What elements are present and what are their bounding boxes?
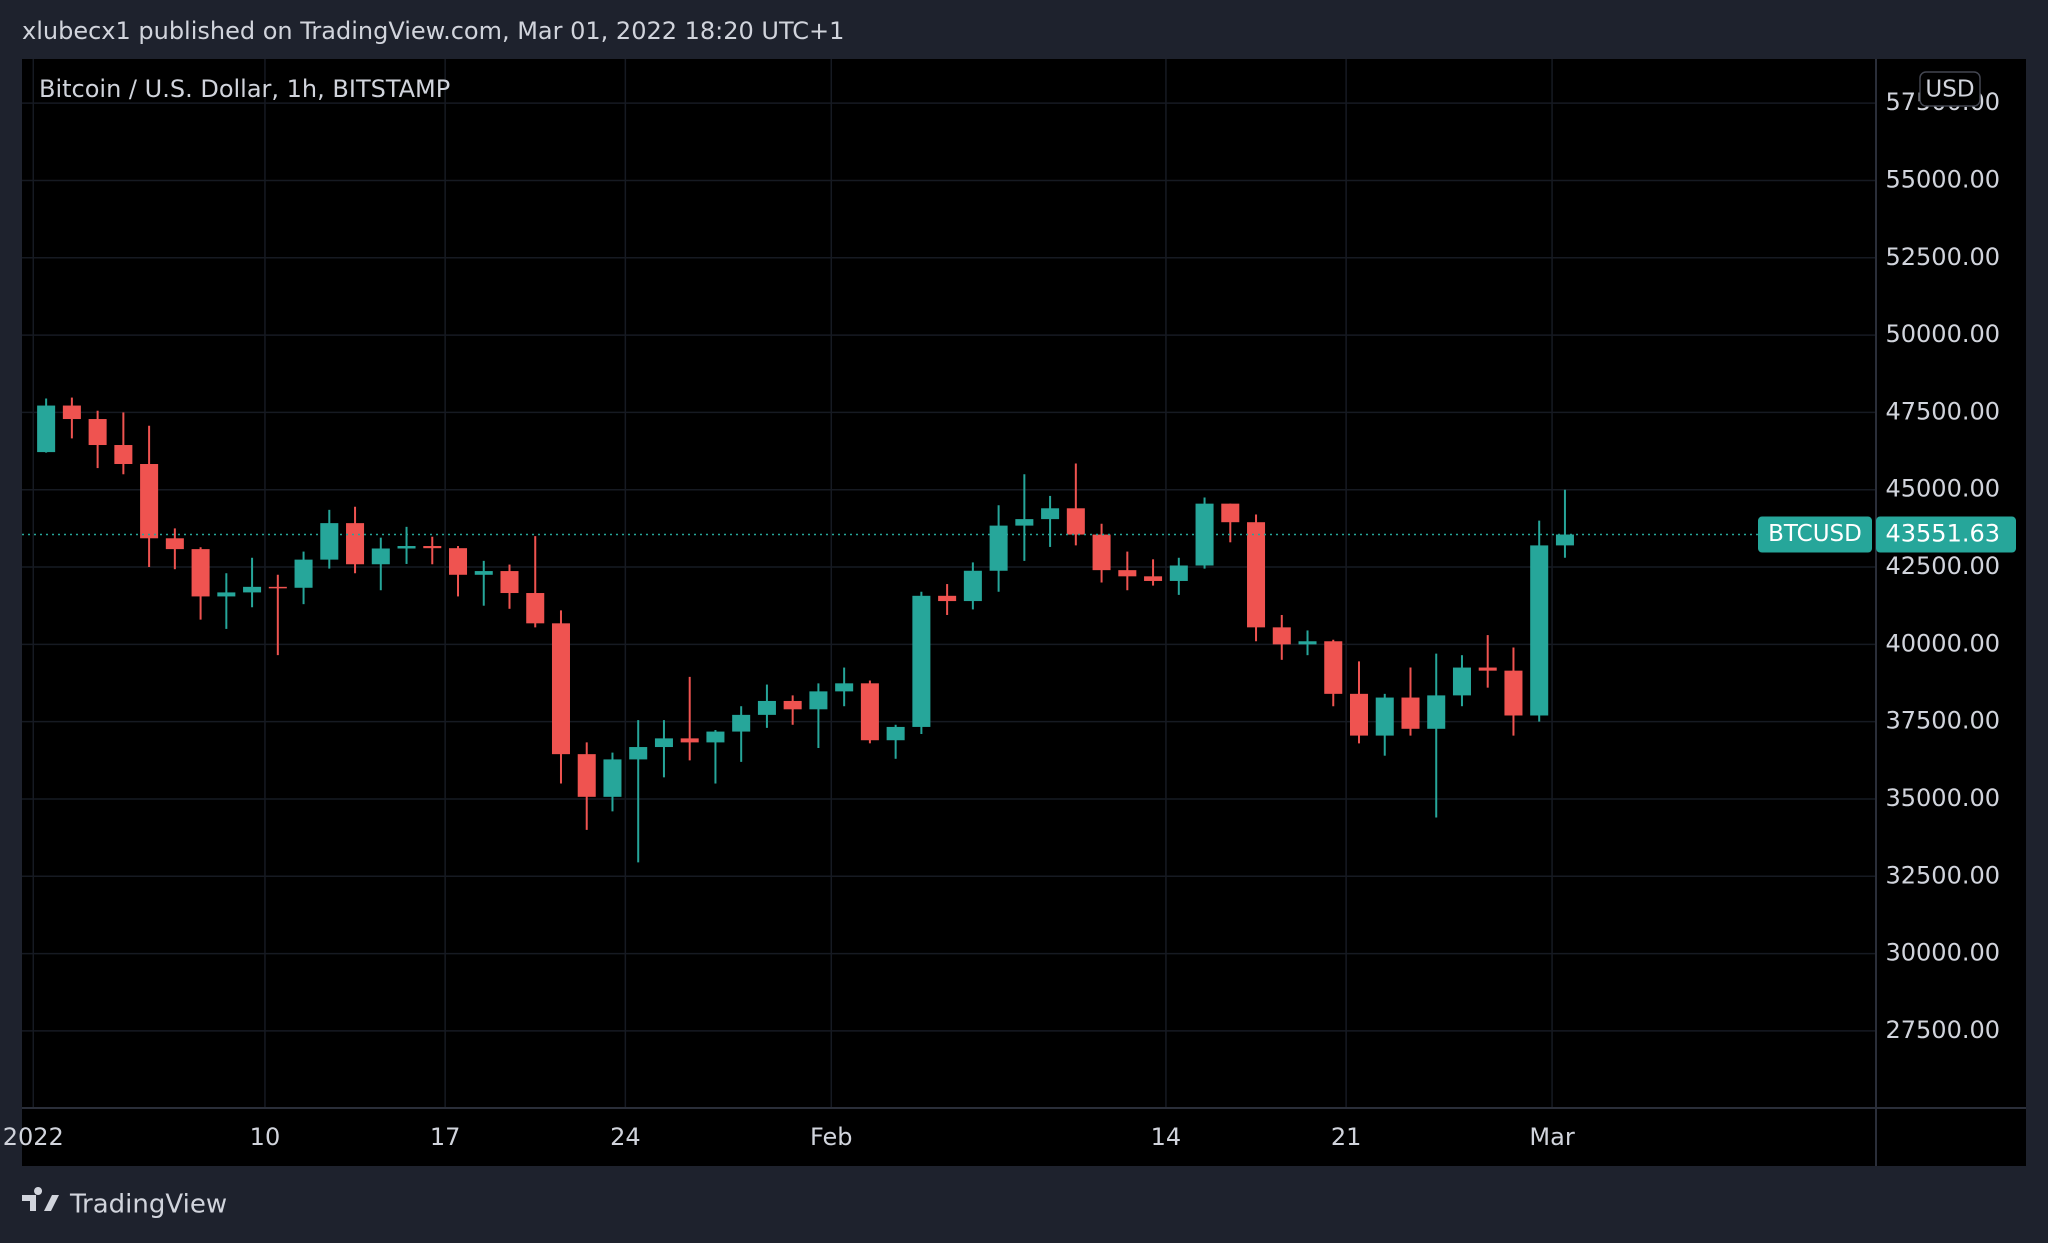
y-tick-label: 32500.00 xyxy=(1885,861,2000,889)
candle-body xyxy=(603,759,622,797)
currency-badge-bg xyxy=(1919,71,1981,107)
currency-badge: USD xyxy=(1925,77,1974,103)
logo-icon xyxy=(22,1187,59,1211)
y-tick-label: 35000.00 xyxy=(1885,784,2000,812)
candle-body xyxy=(1247,522,1266,628)
candle-body xyxy=(423,546,442,549)
candle-body xyxy=(1169,565,1188,581)
candle-body xyxy=(1478,667,1497,671)
candle-body xyxy=(140,464,159,539)
candle-body xyxy=(1555,534,1574,546)
candle-body xyxy=(938,595,957,602)
publish-info: xlubecx1 published on TradingView.com, M… xyxy=(22,17,844,45)
candle-body xyxy=(912,595,931,727)
candle-body xyxy=(1349,693,1369,736)
candle-body xyxy=(397,546,416,549)
candle-body xyxy=(217,592,236,597)
candle-body xyxy=(1530,545,1549,716)
candle-body xyxy=(835,683,854,692)
candle-body xyxy=(809,691,828,710)
x-tick-label: 14 xyxy=(1151,1123,1182,1151)
candle-body xyxy=(243,586,262,593)
candle-body xyxy=(114,445,133,465)
candle-body xyxy=(371,548,390,565)
candle-body xyxy=(526,593,545,624)
candle-body xyxy=(500,571,519,594)
candle-body xyxy=(1375,697,1394,736)
price-badge: 43551.63 xyxy=(1885,520,2000,548)
candle-body xyxy=(706,731,725,743)
x-tick-label: 10 xyxy=(250,1123,281,1151)
x-tick-label: 21 xyxy=(1331,1123,1362,1151)
y-tick-label: 55000.00 xyxy=(1885,165,2000,193)
candle-body xyxy=(88,419,107,446)
price-badge-bg xyxy=(1876,516,2016,553)
candle-body xyxy=(783,700,802,710)
chart-area xyxy=(22,59,2026,1166)
candle-body xyxy=(963,570,982,602)
candle-body xyxy=(629,747,648,760)
y-tick-label: 52500.00 xyxy=(1885,243,2000,271)
candle-body xyxy=(989,525,1008,571)
candle-body xyxy=(1427,695,1446,729)
y-tick-label: 47500.00 xyxy=(1885,397,2000,425)
y-tick-label: 45000.00 xyxy=(1885,475,2000,503)
candle-body xyxy=(1324,641,1343,694)
candle-body xyxy=(1118,570,1137,577)
candle-body xyxy=(757,700,776,715)
y-tick-label: 30000.00 xyxy=(1885,939,2000,967)
candle-body xyxy=(1144,576,1163,581)
candle-body xyxy=(191,549,210,597)
candle-body xyxy=(268,586,287,589)
candle-body xyxy=(860,683,879,741)
symbol-title: Bitcoin / U.S. Dollar, 1h, BITSTAMP xyxy=(39,75,450,103)
candle-body xyxy=(474,571,493,575)
candle-body xyxy=(1401,697,1420,729)
candle-body xyxy=(654,738,673,748)
plot xyxy=(22,59,1876,1108)
x-tick-label: 2022 xyxy=(3,1123,64,1151)
candle-body xyxy=(886,726,905,741)
candle-body xyxy=(320,523,339,560)
symbol-badge: BTCUSD xyxy=(1768,521,1862,547)
y-tick-label: 50000.00 xyxy=(1885,320,2000,348)
candle-body xyxy=(62,405,81,420)
candle-body xyxy=(346,523,365,565)
candle-body xyxy=(1092,534,1111,571)
candle-body xyxy=(680,738,699,743)
y-tick-label: 27500.00 xyxy=(1885,1016,2000,1044)
logo: TradingView xyxy=(22,1187,227,1220)
candle-body xyxy=(1066,508,1085,535)
candle-body xyxy=(165,538,184,550)
x-tick-label: Feb xyxy=(810,1123,853,1151)
candle-body xyxy=(1298,641,1317,645)
candle-body xyxy=(1272,627,1291,645)
y-tick-label: 42500.00 xyxy=(1885,552,2000,580)
candle-body xyxy=(732,714,751,732)
x-tick-label: 24 xyxy=(610,1123,641,1151)
candle-body xyxy=(1504,670,1523,716)
brand: TradingView xyxy=(69,1190,227,1220)
candle-body xyxy=(449,548,468,575)
candle-body xyxy=(1452,667,1471,696)
y-tick-label: 37500.00 xyxy=(1885,707,2000,735)
candle-body xyxy=(294,559,313,588)
candle-body xyxy=(551,623,570,755)
candle-body xyxy=(1015,519,1034,526)
x-tick-label: Mar xyxy=(1529,1123,1574,1151)
candle-body xyxy=(1221,503,1240,523)
y-tick-label: 40000.00 xyxy=(1885,629,2000,657)
symbol-badge-bg xyxy=(1758,516,1872,553)
candle-body xyxy=(577,754,596,797)
candle-body xyxy=(1041,508,1060,520)
x-tick-label: 17 xyxy=(430,1123,461,1151)
candle-body xyxy=(37,405,56,453)
